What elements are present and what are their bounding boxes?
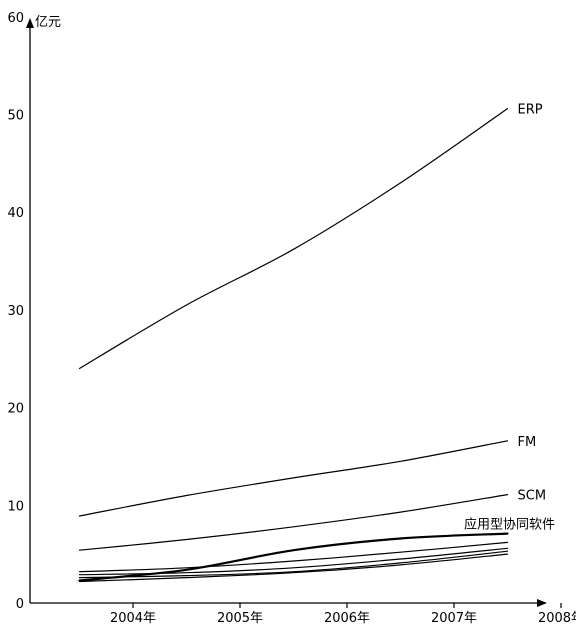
axes bbox=[26, 18, 547, 607]
y-tick-label: 50 bbox=[7, 109, 24, 124]
y-tick-label: 30 bbox=[7, 304, 24, 319]
x-tick-label: 2004年 bbox=[110, 611, 156, 626]
x-tick-label: 2008年 bbox=[538, 611, 576, 626]
x-tick-label: 2005年 bbox=[217, 611, 263, 626]
x-axis-arrow bbox=[537, 599, 547, 607]
series-labels: ERP FM SCM 应用型协同软件 bbox=[464, 103, 555, 533]
y-axis-arrow bbox=[26, 18, 34, 28]
x-tick-label: 2006年 bbox=[324, 611, 370, 626]
series-label: 应用型协同软件 bbox=[464, 517, 555, 533]
y-axis-unit: 亿元 bbox=[35, 15, 61, 30]
series-line bbox=[78, 541, 509, 573]
x-tick-label: 2007年 bbox=[431, 611, 477, 626]
series-label: SCM bbox=[518, 489, 547, 504]
y-tick-label: 40 bbox=[7, 206, 24, 221]
series-line bbox=[78, 553, 509, 583]
series-line bbox=[78, 494, 509, 551]
x-tick-labels: 2004年 2005年 2006年 2007年 2008年 bbox=[110, 603, 576, 626]
series-lines bbox=[78, 108, 509, 583]
series-label: FM bbox=[518, 435, 537, 450]
series-label: ERP bbox=[518, 103, 543, 118]
series-line bbox=[78, 547, 509, 576]
series-line bbox=[78, 108, 509, 370]
y-tick-label: 20 bbox=[7, 402, 24, 417]
series-line bbox=[78, 440, 509, 517]
y-tick-label: 10 bbox=[7, 499, 24, 514]
y-tick-label: 60 bbox=[7, 11, 24, 26]
series-line bbox=[78, 550, 509, 579]
y-tick-labels: 0 10 20 30 40 50 60 bbox=[7, 11, 24, 612]
y-tick-label: 0 bbox=[16, 597, 24, 612]
